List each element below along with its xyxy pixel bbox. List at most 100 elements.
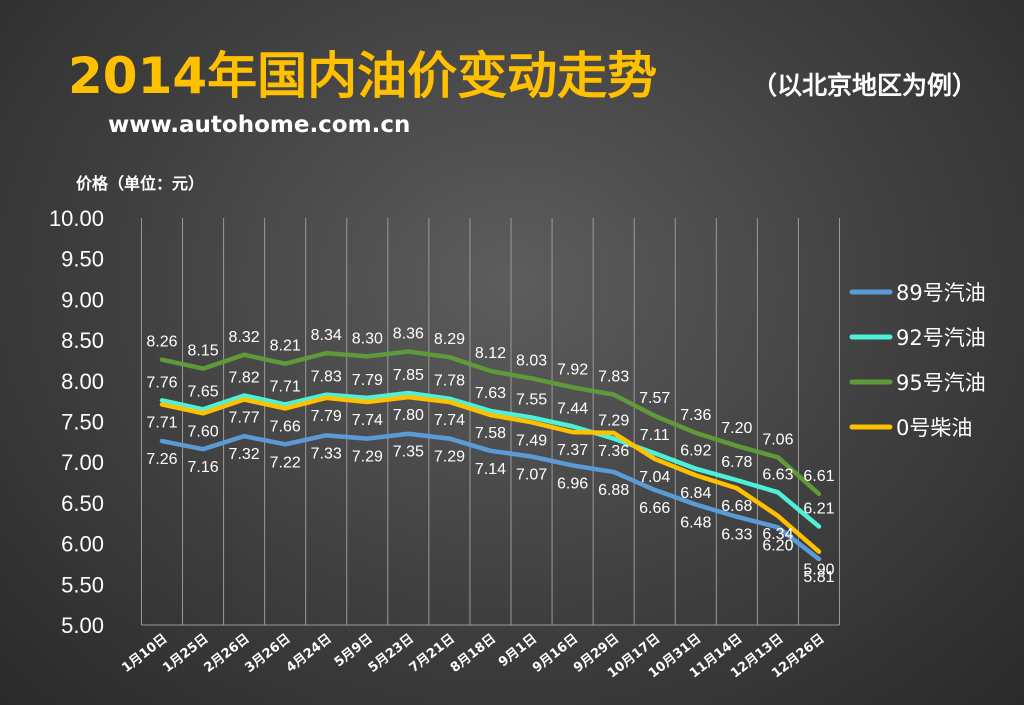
y-tick-label: 7.50 bbox=[61, 410, 104, 435]
x-tick-label: 7月21日 bbox=[407, 631, 458, 676]
chart-subtitle: （以北京地区为例） bbox=[752, 71, 978, 100]
data-label: 7.55 bbox=[516, 391, 547, 408]
data-label: 7.78 bbox=[434, 373, 465, 390]
legend-label: 95号汽油 bbox=[896, 371, 986, 395]
x-tick-label: 2月26日 bbox=[201, 631, 252, 676]
series-lines bbox=[159, 349, 822, 562]
data-label: 7.57 bbox=[639, 390, 670, 407]
series-line-0 bbox=[159, 394, 822, 554]
data-label: 6.61 bbox=[803, 468, 834, 485]
y-tick-label: 8.50 bbox=[61, 328, 104, 353]
data-label: 6.84 bbox=[680, 485, 711, 502]
y-tick-label: 6.00 bbox=[61, 532, 104, 557]
data-label: 7.32 bbox=[229, 446, 260, 463]
chart-title: 2014年国内油价变动走势 bbox=[68, 47, 658, 105]
x-tick-label: 1月10日 bbox=[119, 631, 170, 676]
data-label: 7.44 bbox=[557, 400, 588, 417]
data-label: 7.36 bbox=[680, 407, 711, 424]
data-label: 6.21 bbox=[803, 501, 834, 518]
y-axis-ticks: 5.00 5.50 6.00 6.50 7.00 7.50 8.00 8.50 9.00 9.50… bbox=[49, 206, 104, 638]
data-label: 7.92 bbox=[557, 361, 588, 378]
data-label: 6.20 bbox=[762, 537, 793, 554]
data-label: 7.04 bbox=[639, 469, 670, 486]
y-tick-label: 9.00 bbox=[61, 287, 104, 312]
series-line-95 bbox=[159, 349, 822, 497]
data-label: 7.29 bbox=[352, 449, 383, 466]
data-label: 8.34 bbox=[311, 327, 342, 344]
data-label: 8.03 bbox=[516, 352, 547, 369]
x-axis-ticks: 1月10日1月25日2月26日3月26日4月24日5月9日5月23日7月21日8… bbox=[119, 631, 827, 681]
data-label: 7.20 bbox=[721, 420, 752, 437]
legend: 89号汽油 92号汽油 95号汽油 0号柴油 bbox=[849, 281, 986, 440]
data-label: 7.77 bbox=[229, 410, 260, 427]
data-label: 8.30 bbox=[352, 330, 383, 347]
data-label: 8.29 bbox=[434, 331, 465, 348]
data-label: 7.76 bbox=[146, 374, 177, 391]
data-label: 7.80 bbox=[393, 407, 424, 424]
data-label: 7.07 bbox=[516, 467, 547, 484]
data-label: 8.12 bbox=[475, 345, 506, 362]
data-label: 7.83 bbox=[598, 369, 629, 386]
data-label: 7.26 bbox=[146, 451, 177, 468]
y-tick-label: 9.50 bbox=[61, 247, 104, 272]
x-tick-label: 1月25日 bbox=[160, 631, 211, 676]
data-label: 6.33 bbox=[721, 527, 752, 544]
y-tick-label: 10.00 bbox=[49, 206, 104, 231]
data-label: 7.11 bbox=[640, 427, 670, 444]
data-label: 7.85 bbox=[393, 367, 424, 384]
legend-label: 0号柴油 bbox=[896, 416, 972, 440]
data-label: 7.06 bbox=[762, 431, 793, 448]
data-label: 6.88 bbox=[598, 482, 629, 499]
data-label: 6.78 bbox=[721, 454, 752, 471]
series-line-89 bbox=[159, 431, 822, 562]
data-label: 7.22 bbox=[270, 454, 301, 471]
data-label: 7.33 bbox=[311, 445, 342, 462]
x-tick-label: 3月26日 bbox=[243, 631, 294, 676]
data-label: 7.66 bbox=[270, 418, 301, 435]
legend-label: 92号汽油 bbox=[896, 326, 986, 350]
data-label: 7.82 bbox=[229, 369, 260, 386]
data-label: 7.79 bbox=[352, 372, 383, 389]
data-label: 6.34 bbox=[762, 526, 793, 543]
data-label: 5.90 bbox=[803, 562, 834, 579]
data-label: 6.48 bbox=[680, 515, 711, 532]
data-label: 8.15 bbox=[187, 343, 218, 360]
x-tick-label: 5月23日 bbox=[366, 631, 417, 676]
x-tick-label: 8月18日 bbox=[448, 631, 499, 676]
x-tick-label: 9月16日 bbox=[530, 631, 581, 676]
data-label: 7.29 bbox=[434, 449, 465, 466]
y-tick-label: 6.50 bbox=[61, 491, 104, 516]
data-labels: 7.26 7.16 7.32 7.22 7.33 7.29 7.35 7.29 7.14 7.07… bbox=[146, 325, 834, 586]
data-label: 6.92 bbox=[680, 443, 711, 460]
data-label: 7.36 bbox=[598, 443, 629, 460]
data-label: 7.71 bbox=[270, 378, 301, 395]
series-line-92 bbox=[159, 390, 822, 529]
data-label: 7.79 bbox=[311, 408, 342, 425]
data-label: 6.63 bbox=[762, 466, 793, 483]
data-label: 8.26 bbox=[146, 334, 177, 351]
y-axis-label: 价格（单位：元） bbox=[76, 174, 204, 193]
data-label: 7.74 bbox=[434, 412, 465, 429]
data-label: 7.29 bbox=[598, 413, 629, 430]
data-label: 7.63 bbox=[475, 385, 506, 402]
data-label: 6.66 bbox=[639, 500, 670, 517]
data-label: 7.49 bbox=[516, 432, 547, 449]
y-tick-label: 8.00 bbox=[61, 369, 104, 394]
data-label: 7.60 bbox=[187, 423, 218, 440]
data-label: 7.83 bbox=[311, 369, 342, 386]
data-label: 8.36 bbox=[393, 325, 424, 342]
y-tick-label: 5.50 bbox=[61, 572, 104, 597]
legend-label: 89号汽油 bbox=[896, 281, 986, 305]
y-tick-label: 7.00 bbox=[61, 450, 104, 475]
data-label: 8.21 bbox=[270, 338, 301, 355]
x-tick-label: 4月24日 bbox=[284, 631, 335, 676]
data-label: 7.37 bbox=[557, 442, 588, 459]
data-label: 5.81 bbox=[803, 569, 834, 586]
data-label: 6.96 bbox=[557, 475, 588, 492]
gridlines bbox=[140, 218, 840, 626]
data-label: 7.65 bbox=[187, 383, 218, 400]
y-tick-label: 5.00 bbox=[61, 613, 104, 638]
data-label: 7.16 bbox=[187, 459, 218, 476]
data-label: 7.14 bbox=[475, 461, 506, 478]
